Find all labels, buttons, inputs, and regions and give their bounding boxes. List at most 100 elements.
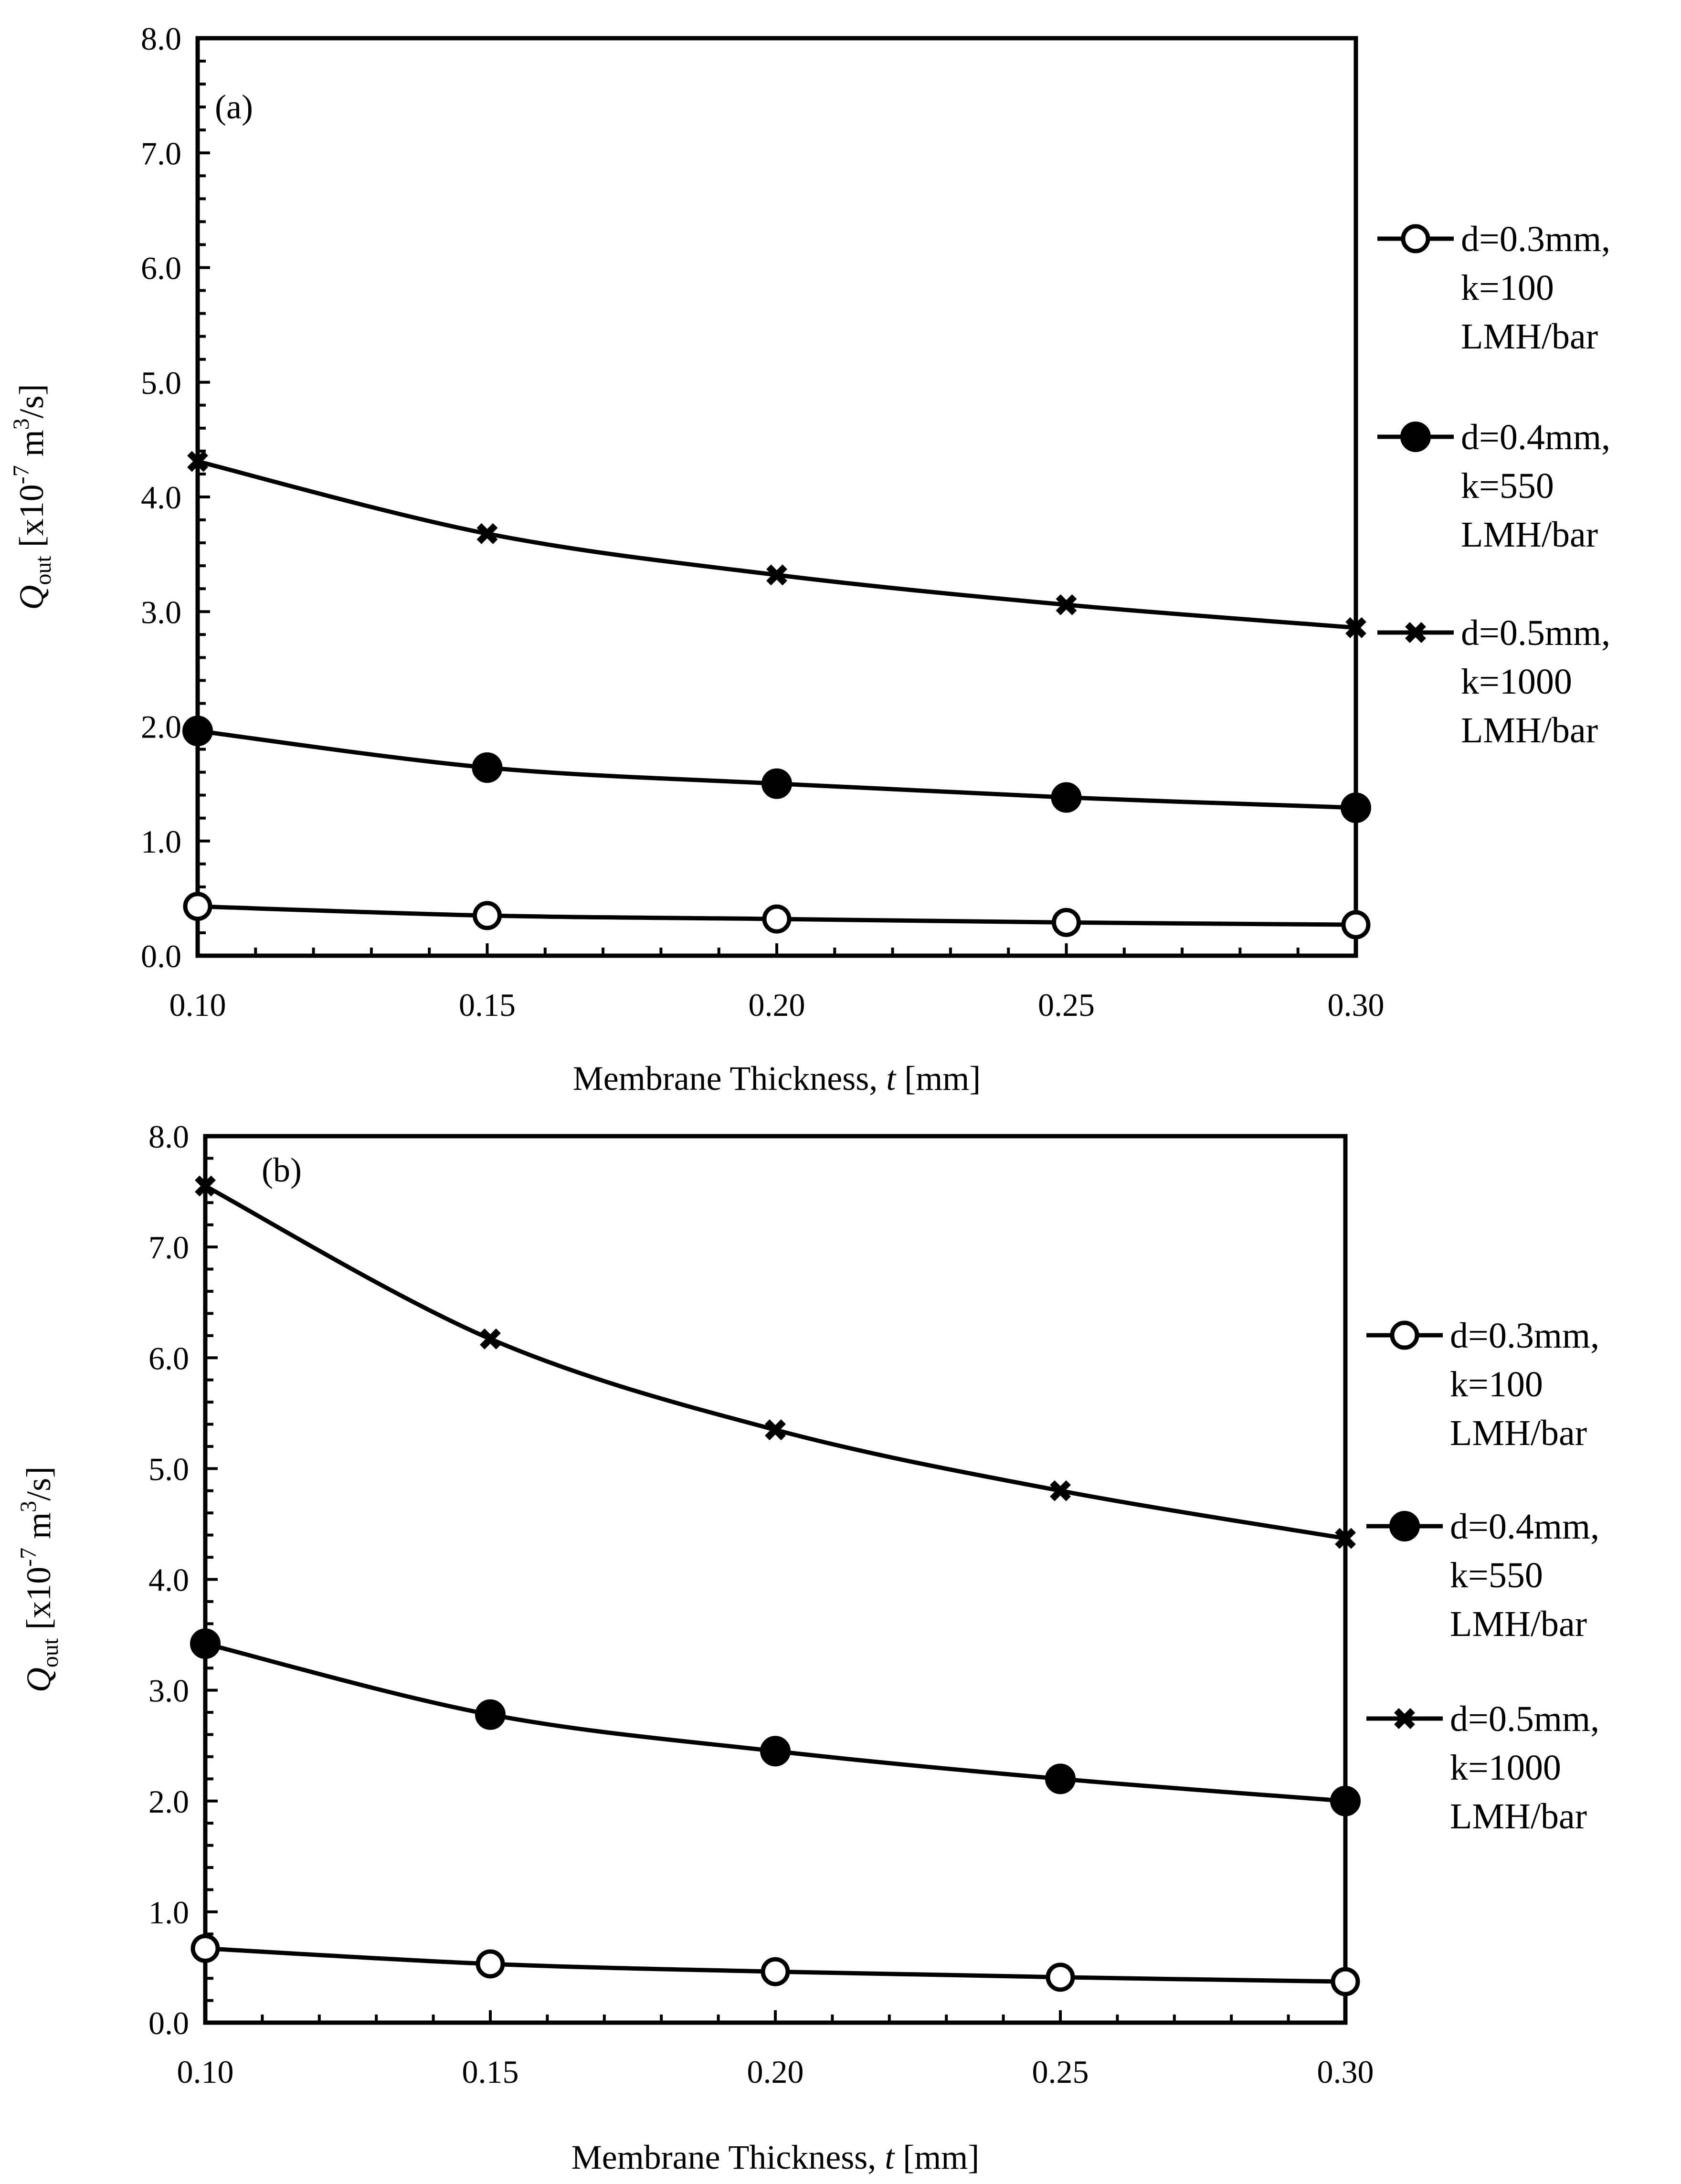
data-point-x-marker — [1335, 1528, 1356, 1549]
data-point-open-circle — [183, 892, 212, 921]
y-tick-label: 3.0 — [141, 594, 181, 630]
y-axis-title-unit: m — [12, 430, 51, 465]
legend-label: k=1000 — [1450, 1748, 1561, 1788]
x-tick-label: 0.10 — [177, 2054, 234, 2090]
y-axis-title-unit: m — [20, 1512, 58, 1548]
data-point-filled-circle — [190, 1628, 221, 1659]
data-point-x-marker — [1345, 617, 1366, 638]
legend-label: d=0.4mm, — [1450, 1507, 1599, 1547]
panel-label: (a) — [215, 88, 253, 126]
legend-label: k=1000 — [1461, 662, 1572, 702]
legend-entry: d=0.3mm, k=100 LMH/bar — [1377, 219, 1610, 357]
x-axis-title-text: Membrane Thickness, — [573, 1059, 887, 1097]
data-point-open-circle — [1341, 910, 1371, 939]
legend-label: k=550 — [1450, 1555, 1543, 1595]
legend-label: LMH/bar — [1450, 1796, 1587, 1836]
y-axis-title: Qout [x10-7 m3/s] — [16, 1467, 63, 1692]
legend-label: LMH/bar — [1461, 317, 1598, 357]
data-point-x-marker — [1050, 1480, 1071, 1501]
x-tick-label: 0.15 — [462, 2054, 519, 2090]
data-point-open-circle — [1052, 907, 1081, 937]
x-axis-title: Membrane Thickness, t [mm] — [571, 2138, 980, 2176]
y-tick-label: 8.0 — [148, 1118, 189, 1155]
legend-label: LMH/bar — [1450, 1604, 1587, 1644]
legend-marker — [1389, 1511, 1420, 1541]
y-tick-label: 5.0 — [141, 365, 181, 401]
y-axis-title-sub: out — [31, 556, 56, 585]
legend-label: k=550 — [1461, 466, 1554, 506]
legend-entry: d=0.4mm, k=550 LMH/bar — [1377, 417, 1610, 555]
data-point-x-marker — [1056, 594, 1077, 615]
y-axis-title-var: Q — [20, 1667, 58, 1692]
x-axis-title-unit: [mm] — [894, 2138, 979, 2176]
y-tick-label: 7.0 — [148, 1229, 189, 1266]
y-tick-label: 6.0 — [148, 1340, 189, 1376]
legend-marker — [1405, 622, 1426, 643]
series-filled-circle — [182, 716, 1371, 823]
y-axis-title-sub: out — [38, 1638, 63, 1667]
x-tick-label: 0.20 — [749, 987, 805, 1023]
y-tick-label: 4.0 — [148, 1562, 189, 1598]
data-point-x-marker — [195, 1175, 216, 1197]
data-point-filled-circle — [182, 716, 213, 747]
data-point-open-circle — [762, 904, 792, 934]
legend-label: d=0.5mm, — [1450, 1699, 1599, 1739]
data-point-filled-circle — [1051, 782, 1082, 813]
legend-entry: d=0.5mm, k=1000 LMH/bar — [1366, 1699, 1599, 1836]
y-axis-title-text: [x10 — [20, 1567, 58, 1638]
y-tick-label: 8.0 — [141, 21, 181, 57]
y-tick-label: 4.0 — [141, 479, 181, 516]
x-axis-title-text: Membrane Thickness, — [571, 2138, 885, 2176]
legend-label: LMH/bar — [1461, 710, 1598, 750]
data-point-x-marker — [187, 451, 208, 472]
legend-label: k=100 — [1450, 1364, 1543, 1404]
x-tick-label: 0.15 — [459, 987, 516, 1023]
legend-entry: d=0.4mm, k=550 LMH/bar — [1366, 1507, 1599, 1644]
legend-label: k=100 — [1461, 268, 1554, 308]
legend-label: LMH/bar — [1461, 515, 1598, 555]
series-open-circle — [183, 892, 1371, 939]
y-axis-title-exp: -7 — [16, 1548, 41, 1567]
x-axis-title: Membrane Thickness, t [mm] — [573, 1059, 981, 1097]
legend-label: d=0.3mm, — [1450, 1316, 1599, 1356]
data-point-filled-circle — [1330, 1785, 1361, 1816]
y-tick-label: 6.0 — [141, 250, 181, 286]
legend-marker — [1400, 422, 1431, 452]
y-axis-title-exp2: 3 — [16, 1501, 41, 1512]
data-point-filled-circle — [1341, 792, 1371, 823]
series-filled-circle — [190, 1628, 1361, 1816]
legend-marker — [1401, 224, 1430, 253]
y-tick-label: 1.0 — [141, 823, 181, 860]
y-tick-label: 0.0 — [141, 938, 181, 974]
series-open-circle — [190, 1933, 1360, 1996]
legend-label: d=0.4mm, — [1461, 417, 1610, 457]
data-point-filled-circle — [760, 1736, 791, 1767]
x-tick-label: 0.30 — [1317, 2054, 1374, 2090]
x-tick-label: 0.25 — [1038, 987, 1095, 1023]
x-axis-title-var: t — [886, 1059, 897, 1097]
legend-entry: d=0.5mm, k=1000 LMH/bar — [1377, 613, 1610, 750]
y-axis-title-exp2: 3 — [9, 418, 34, 430]
legend-entry: d=0.3mm, k=100 LMH/bar — [1366, 1316, 1599, 1453]
data-point-x-marker — [766, 564, 787, 586]
legend-label: d=0.3mm, — [1461, 219, 1610, 259]
chart-panel-a: 0.0 1.0 2.0 3.0 4.0 5.0 6.0 7.0 8.0 0.10 0.15 0.20 0… — [9, 21, 1610, 1097]
legend-label: LMH/bar — [1450, 1413, 1587, 1453]
y-axis-title-var: Q — [12, 585, 51, 610]
y-axis-title-unit-end: /s] — [20, 1467, 58, 1501]
y-axis-title-exp: -7 — [9, 465, 34, 484]
data-point-filled-circle — [472, 752, 503, 783]
x-tick-label: 0.25 — [1032, 2054, 1089, 2090]
data-point-open-circle — [761, 1957, 790, 1986]
y-axis-title: Qout [x10-7 m3/s] — [9, 384, 56, 610]
data-point-x-marker — [765, 1419, 786, 1441]
data-point-open-circle — [476, 1949, 505, 1979]
y-axis-title-unit-end: /s] — [12, 384, 51, 418]
data-point-x-marker — [480, 1328, 501, 1350]
x-axis-title-var: t — [885, 2138, 895, 2176]
legend-marker — [1390, 1320, 1419, 1350]
y-tick-label: 2.0 — [148, 1783, 189, 1820]
series-x — [187, 451, 1366, 638]
legend-label: d=0.5mm, — [1461, 613, 1610, 653]
